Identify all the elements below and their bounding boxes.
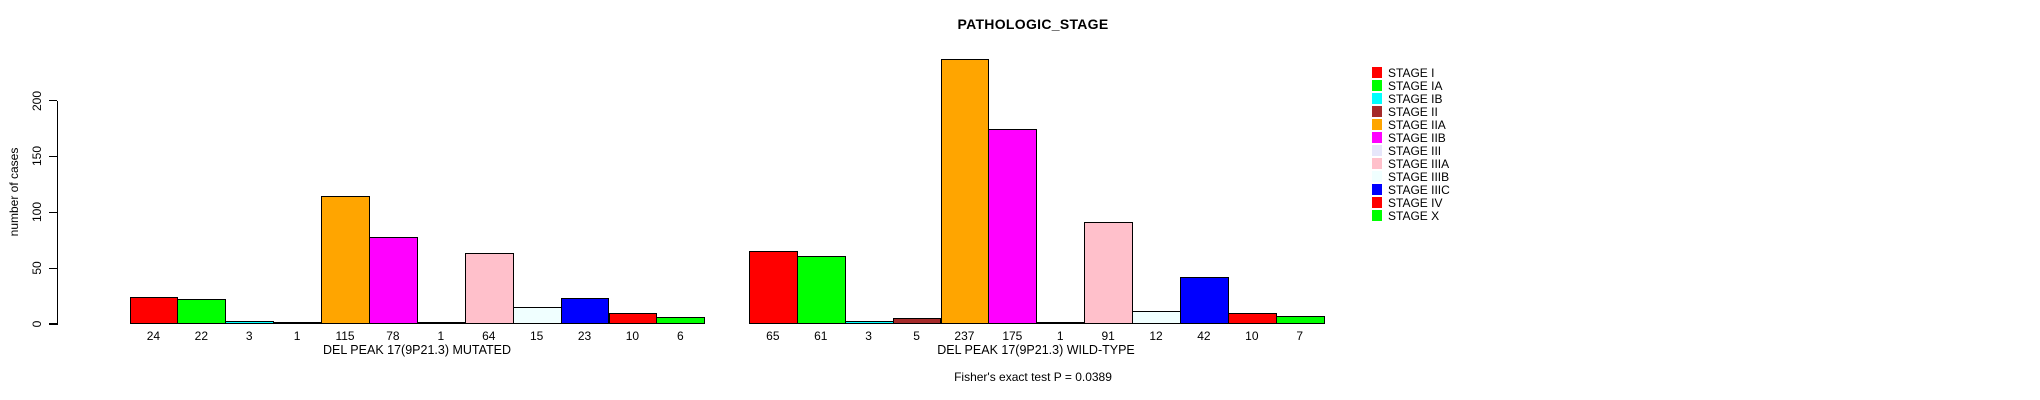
legend-label-stage-i: STAGE I (1388, 65, 1435, 80)
legend-label-stage-ia: STAGE IA (1388, 78, 1443, 93)
bar-value-label: 64 (482, 329, 496, 343)
legend-label-stage-x: STAGE X (1388, 208, 1440, 223)
y-axis-line (57, 100, 59, 325)
footer-annotation: Fisher's exact test P = 0.0389 (954, 370, 1112, 384)
legend-swatch-stage-iib (1371, 132, 1382, 143)
bar-value-label: 175 (1002, 329, 1023, 343)
x-axis-label-group-mutated: DEL PEAK 17(9P21.3) MUTATED (322, 343, 512, 357)
legend-label-stage-iiib: STAGE IIIB (1388, 169, 1450, 184)
legend-swatch-stage-iv (1371, 197, 1382, 208)
y-tick-label: 100 (30, 202, 44, 223)
bar-del-peak-17-9p21-3-wild-type-stage-ia (796, 255, 846, 324)
bar-value-label: 7 (1296, 329, 1304, 343)
legend-swatch-stage-ia (1371, 80, 1382, 91)
legend-label-stage-iii: STAGE III (1388, 143, 1442, 158)
bar-del-peak-17-9p21-3-wild-type-stage-iia (940, 59, 990, 324)
bar-value-label: 42 (1197, 329, 1211, 343)
bar-del-peak-17-9p21-3-wild-type-stage-iii (1036, 322, 1086, 324)
bar-del-peak-17-9p21-3-mutated-stage-ii (273, 322, 323, 324)
bar-value-label: 10 (625, 329, 640, 343)
bar-value-label: 91 (1101, 329, 1115, 343)
bar-value-label: 15 (529, 329, 544, 343)
legend-swatch-stage-i (1371, 67, 1382, 78)
bar-del-peak-17-9p21-3-wild-type-stage-ib (844, 320, 894, 324)
legend-swatch-stage-iia (1371, 119, 1382, 130)
bar-value-label: 237 (954, 329, 975, 343)
y-tick-label: 50 (30, 261, 44, 275)
bar-value-label: 6 (677, 329, 684, 343)
y-tick-mark (49, 155, 57, 158)
bar-del-peak-17-9p21-3-wild-type-stage-ii (892, 318, 942, 324)
bar-del-peak-17-9p21-3-mutated-stage-ia (177, 299, 227, 324)
legend-swatch-stage-iiia (1371, 158, 1382, 169)
bar-del-peak-17-9p21-3-mutated-stage-iv (608, 312, 658, 324)
legend-swatch-stage-ib (1371, 93, 1382, 104)
bar-del-peak-17-9p21-3-wild-type-stage-iiic (1180, 277, 1229, 324)
bar-value-label: 23 (577, 329, 592, 343)
bar-del-peak-17-9p21-3-wild-type-stage-i (748, 251, 798, 324)
bar-del-peak-17-9p21-3-mutated-stage-iib (369, 236, 418, 324)
x-axis-label-group-wild-type: DEL PEAK 17(9P21.3) WILD-TYPE (937, 343, 1135, 357)
bar-value-label: 1 (1056, 329, 1064, 343)
bar-del-peak-17-9p21-3-wild-type-stage-iiia (1084, 222, 1134, 324)
bar-value-label: 65 (766, 329, 780, 343)
y-tick-mark (49, 100, 57, 102)
legend-swatch-stage-iii (1371, 145, 1382, 156)
bar-value-label: 22 (194, 329, 209, 343)
bar-del-peak-17-9p21-3-mutated-stage-iia (321, 195, 370, 324)
legend-swatch-stage-ii (1371, 106, 1382, 117)
bar-del-peak-17-9p21-3-wild-type-stage-iiib (1132, 310, 1181, 324)
bar-value-label: 3 (865, 329, 872, 343)
y-tick-label: 200 (30, 90, 44, 111)
bar-del-peak-17-9p21-3-mutated-stage-ib (225, 320, 275, 324)
bar-value-label: 78 (386, 329, 400, 343)
bar-value-label: 1 (437, 329, 445, 343)
bar-value-label: 3 (245, 329, 253, 343)
bar-del-peak-17-9p21-3-mutated-stage-iii (416, 322, 466, 324)
bar-value-label: 115 (335, 329, 355, 343)
chart-title: PATHOLOGIC_STAGE (957, 16, 1109, 32)
y-tick-label: 150 (30, 146, 44, 167)
bar-del-peak-17-9p21-3-mutated-stage-iiic (560, 298, 610, 324)
y-tick-label: 0 (30, 320, 44, 328)
y-tick-mark (49, 211, 57, 213)
bar-del-peak-17-9p21-3-wild-type-stage-iib (988, 128, 1038, 324)
bar-value-label: 61 (814, 329, 828, 343)
legend-swatch-stage-iiib (1371, 171, 1382, 182)
y-tick-mark (49, 267, 57, 269)
legend-label-stage-iiic: STAGE IIIC (1388, 182, 1450, 197)
legend-swatch-stage-x (1371, 210, 1382, 221)
bar-value-label: 1 (293, 329, 301, 343)
legend-swatch-stage-iiic (1371, 184, 1382, 195)
bar-del-peak-17-9p21-3-mutated-stage-i (129, 297, 179, 324)
legend-label-stage-iiia: STAGE IIIA (1388, 156, 1450, 171)
legend-label-stage-ii: STAGE II (1388, 104, 1438, 119)
legend-label-stage-iib: STAGE IIB (1388, 130, 1446, 145)
bar-del-peak-17-9p21-3-wild-type-stage-x (1275, 316, 1325, 324)
bar-value-label: 24 (146, 329, 161, 343)
legend-label-stage-ib: STAGE IB (1388, 91, 1443, 106)
bar-del-peak-17-9p21-3-mutated-stage-iiib (512, 307, 562, 324)
y-tick-mark (49, 323, 57, 325)
bar-del-peak-17-9p21-3-mutated-stage-iiia (464, 252, 514, 324)
legend-label-stage-iv: STAGE IV (1388, 195, 1443, 210)
bar-value-label: 5 (913, 329, 920, 343)
bar-value-label: 10 (1245, 329, 1259, 343)
bar-value-label: 12 (1149, 329, 1163, 343)
bar-del-peak-17-9p21-3-wild-type-stage-iv (1227, 312, 1277, 324)
y-axis-label: number of cases (7, 147, 21, 237)
bar-del-peak-17-9p21-3-mutated-stage-x (656, 317, 706, 324)
legend-label-stage-iia: STAGE IIA (1388, 117, 1446, 132)
